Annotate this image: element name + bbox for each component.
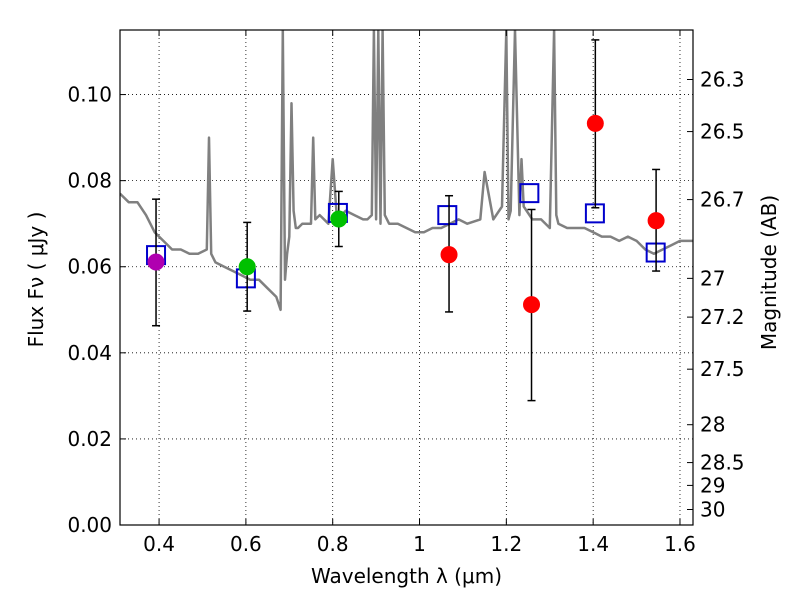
y-tick-label: 0.00 (67, 513, 112, 537)
x-tick-label: 0.4 (143, 532, 175, 556)
data-point (523, 296, 541, 314)
y2-tick-label: 27.2 (700, 305, 745, 329)
x-tick-label: 0.6 (230, 532, 262, 556)
x-axis: 0.4 0.6 0.8 1 1.2 1.4 1.6 (143, 30, 696, 556)
y2-tick-label: 27 (700, 266, 725, 290)
data-point (147, 253, 165, 271)
data-point (330, 210, 348, 228)
y2-tick-label: 29 (700, 473, 725, 497)
x-tick-label: 0.8 (317, 532, 349, 556)
y-tick-label: 0.08 (67, 169, 112, 193)
y-tick-label: 0.10 (67, 83, 112, 107)
y2-tick-label: 27.5 (700, 357, 745, 381)
plot-frame (119, 29, 694, 526)
model-photometry-marker (519, 183, 540, 204)
y-tick-label: 0.04 (67, 341, 112, 365)
data-point (586, 114, 604, 132)
x-tick-label: 1.6 (664, 532, 696, 556)
y-tick-label: 0.06 (67, 255, 112, 279)
y2-tick-label: 30 (700, 498, 725, 522)
x-tick-label: 1.4 (577, 532, 609, 556)
spectrum-line (120, 30, 693, 312)
x-tick-label: 1.2 (490, 532, 522, 556)
y2-tick-label: 28.5 (700, 451, 745, 475)
data-point (647, 212, 665, 230)
y2-tick-label: 26.7 (700, 188, 745, 212)
data-point (440, 246, 458, 264)
x-axis-label: Wavelength λ (μm) (311, 564, 502, 588)
y-axis-label: Flux Fν ( μJy ) (24, 212, 48, 348)
y2-tick-label: 26.5 (700, 120, 745, 144)
y-axis: 0.00 0.02 0.04 0.06 0.08 0.10 (67, 83, 126, 537)
y2-axis-label: Magnitude (AB) (757, 195, 781, 350)
plot-area (120, 30, 693, 402)
x-tick-label: 1 (413, 532, 426, 556)
y2-tick-label: 28 (700, 413, 725, 437)
data-point (238, 258, 256, 276)
y-tick-label: 0.02 (67, 427, 112, 451)
model-photometry-marker (437, 205, 458, 226)
y2-tick-label: 26.3 (700, 68, 745, 92)
grid (120, 30, 693, 526)
